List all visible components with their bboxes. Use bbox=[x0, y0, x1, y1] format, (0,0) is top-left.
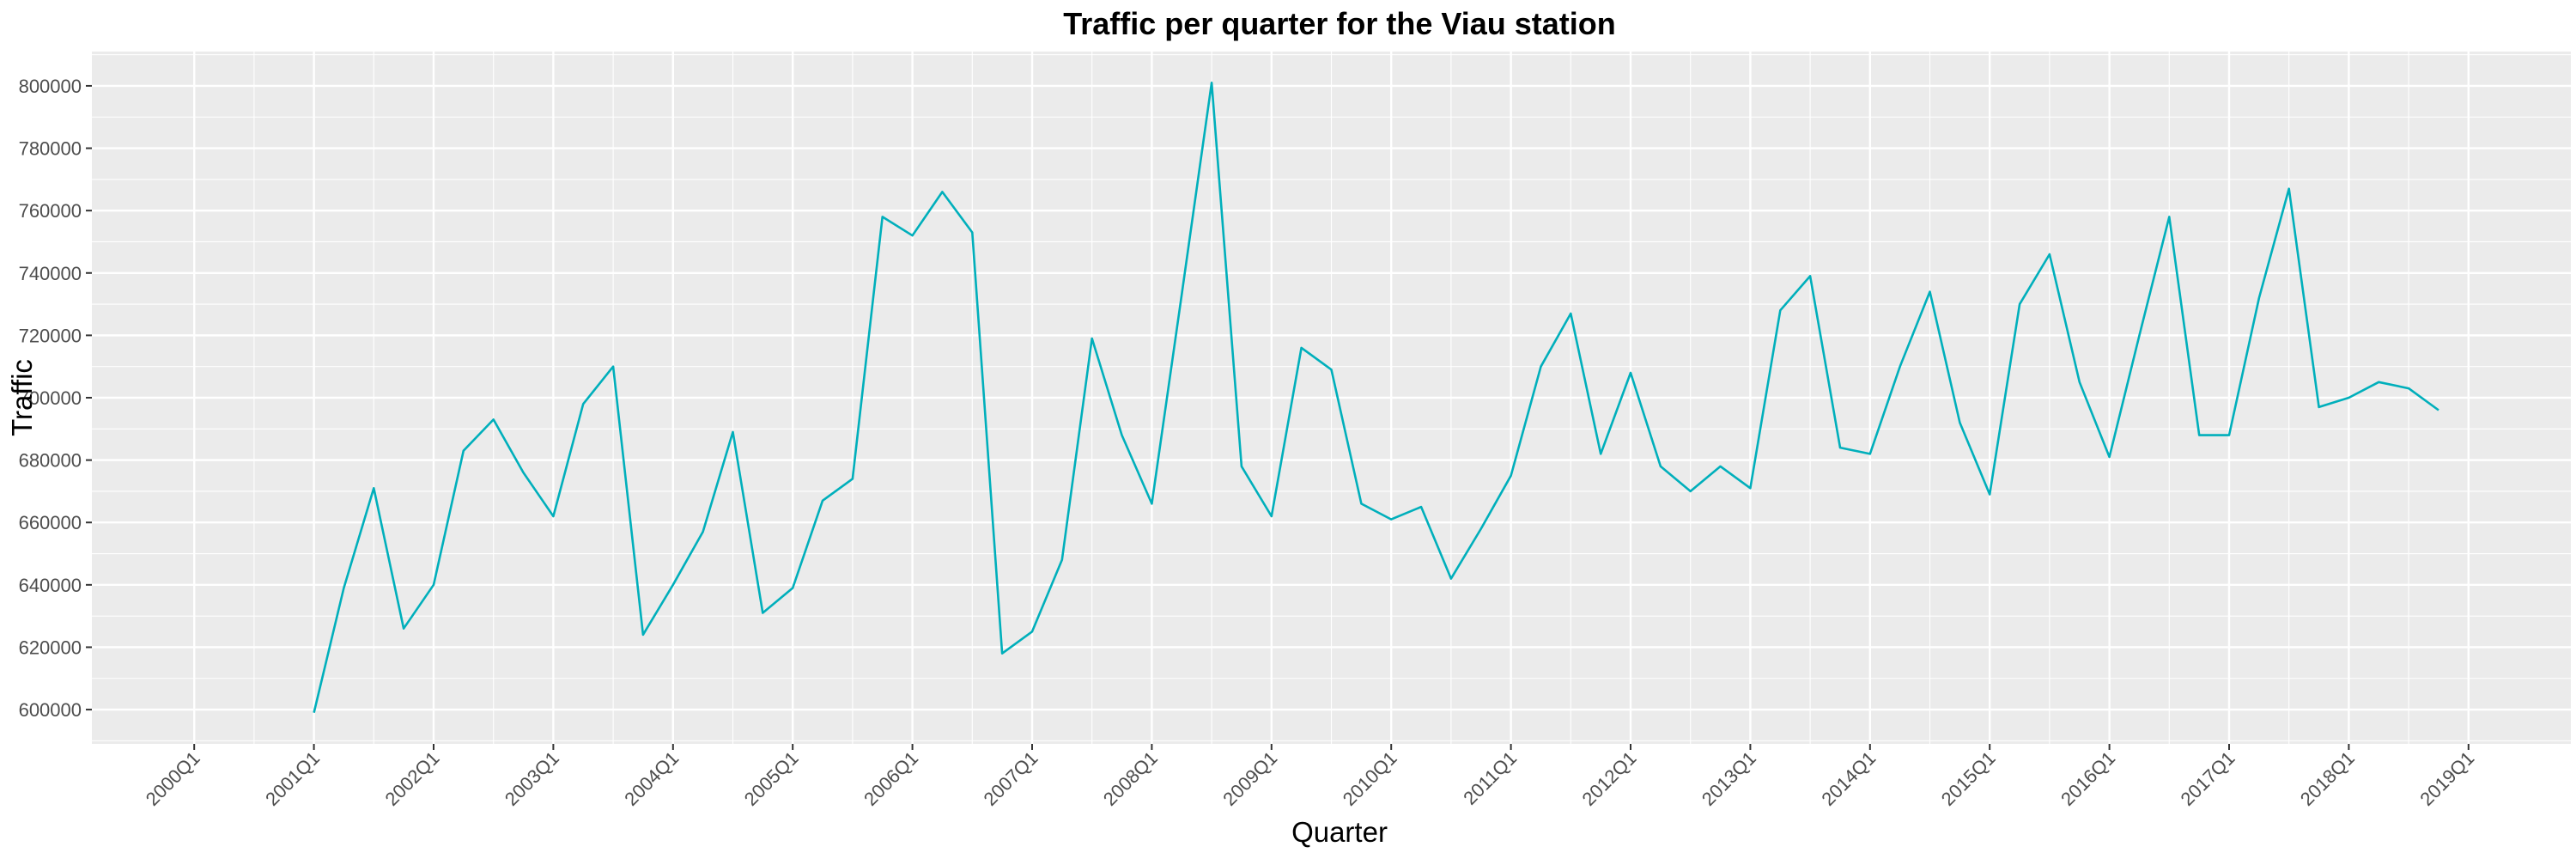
y-tick-label: 660000 bbox=[19, 512, 82, 533]
x-tick-label: 2015Q1 bbox=[1937, 747, 2000, 810]
x-tick-label: 2001Q1 bbox=[261, 747, 324, 810]
y-tick-label: 760000 bbox=[19, 200, 82, 222]
y-tick-label: 680000 bbox=[19, 450, 82, 472]
x-tick-label: 2014Q1 bbox=[1817, 747, 1880, 810]
series-line bbox=[313, 82, 2439, 714]
x-tick-label: 2009Q1 bbox=[1218, 747, 1281, 810]
x-tick-label: 2019Q1 bbox=[2415, 747, 2478, 810]
x-tick-label: 2003Q1 bbox=[501, 747, 563, 810]
y-tick-label: 700000 bbox=[19, 387, 82, 409]
x-tick-label: 2016Q1 bbox=[2057, 747, 2119, 810]
x-tick-label: 2004Q1 bbox=[620, 747, 683, 810]
y-tick-label: 740000 bbox=[19, 263, 82, 284]
x-tick-label: 2010Q1 bbox=[1339, 747, 1401, 810]
x-tick-label: 2006Q1 bbox=[860, 747, 922, 810]
y-tick-label: 640000 bbox=[19, 575, 82, 596]
x-tick-label: 2002Q1 bbox=[380, 747, 443, 810]
x-axis: 2000Q1 2001Q1 2002Q1 2003Q1 2004Q1 2005Q1 2006… bbox=[142, 744, 2478, 810]
y-axis-title: Traffic bbox=[6, 359, 38, 436]
x-tick-label: 2018Q1 bbox=[2296, 747, 2359, 810]
y-tick-label: 800000 bbox=[19, 76, 82, 97]
x-tick-label: 2007Q1 bbox=[979, 747, 1042, 810]
y-tick-label: 720000 bbox=[19, 325, 82, 346]
x-tick-label: 2005Q1 bbox=[740, 747, 803, 810]
major-gridlines bbox=[92, 52, 2571, 744]
y-tick-label: 600000 bbox=[19, 699, 82, 721]
x-tick-label: 2011Q1 bbox=[1459, 747, 1521, 809]
chart-title: Traffic per quarter for the Viau station bbox=[1063, 6, 1615, 41]
x-tick-label: 2000Q1 bbox=[142, 747, 204, 810]
y-tick-label: 780000 bbox=[19, 138, 82, 160]
x-axis-title: Quarter bbox=[1291, 816, 1388, 848]
series-traffic bbox=[313, 82, 2439, 714]
y-tick-label: 620000 bbox=[19, 637, 82, 658]
x-tick-label: 2012Q1 bbox=[1577, 747, 1640, 810]
x-tick-label: 2013Q1 bbox=[1698, 747, 1760, 810]
x-tick-label: 2017Q1 bbox=[2177, 747, 2239, 810]
y-axis: 600000 620000 640000 660000 680000 700000 7200… bbox=[19, 76, 92, 721]
x-tick-label: 2008Q1 bbox=[1099, 747, 1162, 810]
